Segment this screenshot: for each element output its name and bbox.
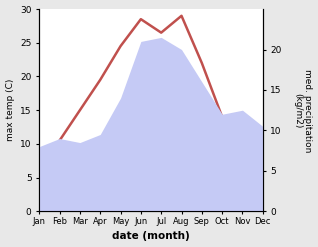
X-axis label: date (month): date (month) (112, 231, 190, 242)
Y-axis label: max temp (C): max temp (C) (5, 79, 15, 141)
Y-axis label: med. precipitation
(kg/m2): med. precipitation (kg/m2) (293, 68, 313, 152)
